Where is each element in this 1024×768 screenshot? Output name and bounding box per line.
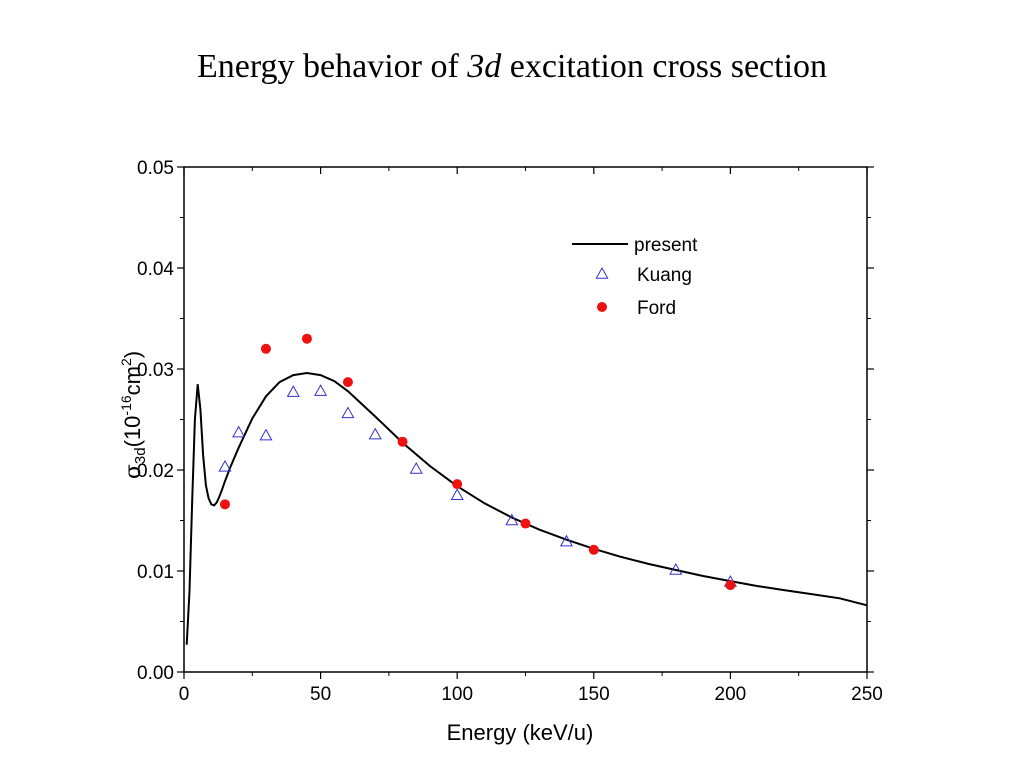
y-tick-label: 0.04 (137, 259, 174, 280)
legend-label-present: present (634, 235, 698, 256)
kuang-point (341, 406, 355, 419)
title-prefix: Energy behavior of (196, 48, 468, 85)
x-tick-label: 50 (310, 684, 331, 705)
y-label-subscript: 3d (132, 447, 149, 464)
plot-frame (183, 166, 868, 673)
y-axis-label: σ3d(10-16cm2) (118, 351, 149, 479)
y-tick-label: 0.03 (137, 360, 174, 381)
ford-point (397, 436, 408, 447)
title-italic: 3d (467, 48, 502, 85)
x-tick-label: 150 (578, 684, 610, 705)
kuang-point (409, 461, 423, 474)
present-curve (185, 371, 868, 645)
y-label-exponent: -16 (118, 395, 134, 415)
ford-point (588, 544, 599, 555)
kuang-point (450, 488, 464, 500)
y-label-sigma: σ (121, 464, 146, 479)
title-suffix: excitation cross section (501, 48, 828, 85)
x-tick-label: 200 (715, 684, 747, 705)
ford-point (301, 333, 312, 344)
legend-marker-ford (597, 302, 607, 312)
kuang-point (559, 534, 574, 547)
data-series (185, 333, 868, 645)
ford-point (260, 343, 271, 354)
legend-label-kuang: Kuang (637, 265, 692, 286)
x-tick-label: 250 (851, 684, 883, 705)
y-label-suffix: ) (120, 351, 145, 358)
legend-marker-kuang (595, 266, 609, 279)
kuang-point (505, 513, 519, 526)
kuang-point (218, 459, 232, 472)
kuang-point (669, 562, 683, 575)
ford-point (725, 580, 736, 591)
axis-ticks (177, 166, 874, 679)
x-tick-label: 0 (179, 684, 190, 705)
y-label-unit-exponent: 2 (118, 358, 134, 366)
legend: present Kuang Ford (572, 235, 698, 319)
x-tick-label: 100 (441, 684, 473, 705)
ford-point (342, 377, 353, 388)
kuang-point (314, 384, 328, 396)
ford-point (520, 518, 531, 529)
ford-point (219, 499, 230, 510)
y-tick-label: 0.00 (137, 663, 174, 684)
legend-label-ford: Ford (637, 298, 676, 319)
y-tick-label: 0.02 (137, 461, 174, 482)
chart-title: Energy behavior of 3d excitation cross s… (0, 48, 1024, 86)
kuang-point (368, 427, 382, 440)
y-tick-label: 0.05 (137, 158, 174, 179)
kuang-point (286, 385, 300, 397)
ford-point (452, 479, 463, 490)
y-tick-label: 0.01 (137, 562, 174, 583)
x-axis-label: Energy (keV/u) (447, 720, 594, 745)
kuang-point (232, 425, 246, 438)
kuang-point (259, 428, 273, 441)
tick-labels: 0 50 100 150 200 250 0.00 0.01 0.02 0.03 0.04 0.05 (137, 158, 883, 705)
y-label-unit: cm (120, 366, 145, 395)
y-label-prefix: (10 (120, 416, 145, 448)
